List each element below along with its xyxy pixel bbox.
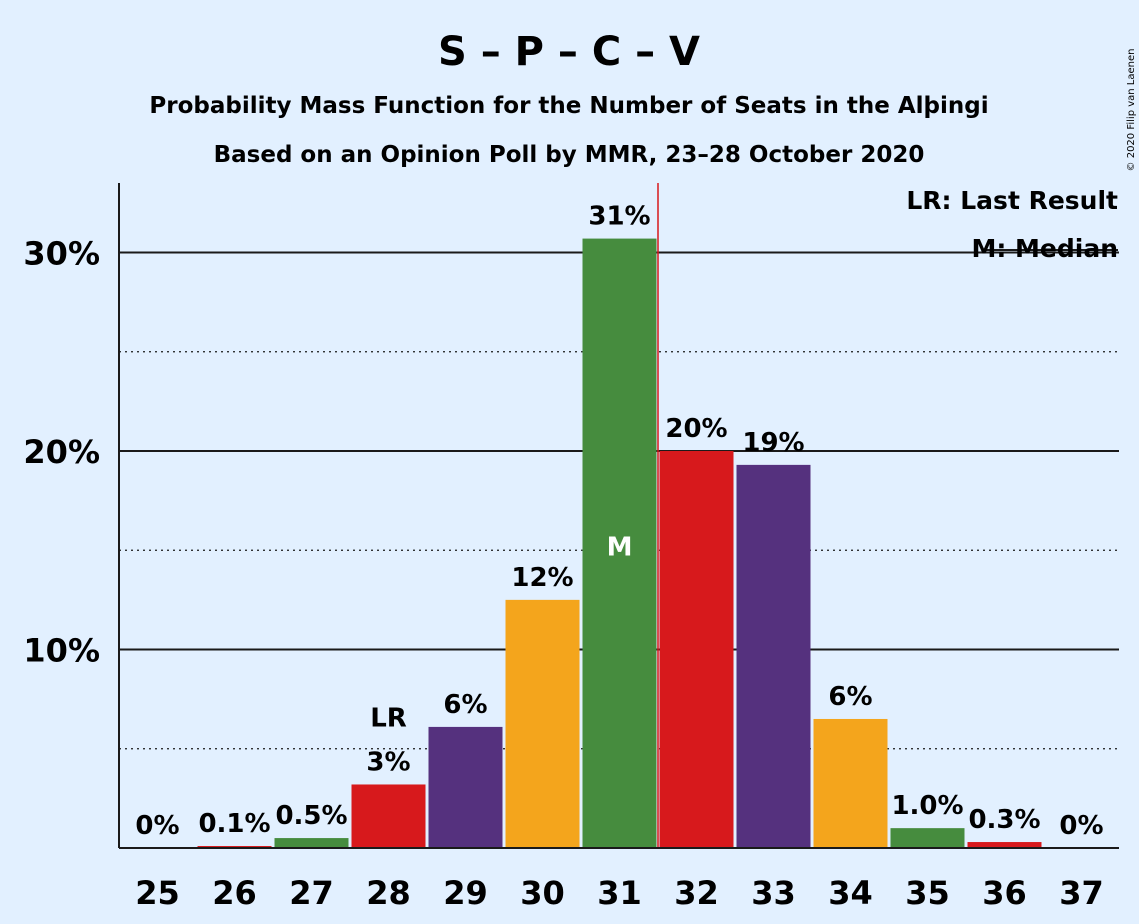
legend-median: M: Median <box>971 234 1118 263</box>
last-result-marker: LR <box>370 703 407 733</box>
data-label: 3% <box>366 747 410 777</box>
bar <box>967 842 1042 848</box>
x-tick-label: 30 <box>520 874 565 912</box>
bar <box>505 599 580 848</box>
bar <box>736 464 811 848</box>
x-tick-label: 28 <box>366 874 411 912</box>
x-tick-label: 36 <box>982 874 1027 912</box>
bar <box>274 838 349 848</box>
chart-source: Based on an Opinion Poll by MMR, 23–28 O… <box>214 142 925 168</box>
x-tick-label: 26 <box>212 874 257 912</box>
bar <box>890 828 965 848</box>
x-tick-label: 34 <box>828 874 873 912</box>
x-tick-label: 37 <box>1059 874 1104 912</box>
chart-title: S – P – C – V <box>438 29 700 75</box>
x-tick-label: 35 <box>905 874 950 912</box>
data-label: 31% <box>588 202 650 232</box>
x-tick-label: 29 <box>443 874 488 912</box>
bars <box>197 183 1042 848</box>
data-label: 6% <box>443 690 487 720</box>
legend: LR: Last Result M: Median <box>906 186 1118 263</box>
legend-last-result: LR: Last Result <box>906 186 1118 215</box>
data-label: 19% <box>742 428 804 458</box>
bar <box>351 784 426 848</box>
x-tick-label: 32 <box>674 874 719 912</box>
data-label: 0.1% <box>198 809 270 839</box>
y-tick-label: 10% <box>23 631 100 669</box>
x-tick-label: 25 <box>135 874 180 912</box>
data-label: 12% <box>511 563 573 593</box>
chart-subtitle: Probability Mass Function for the Number… <box>149 93 988 119</box>
bar <box>582 238 657 848</box>
bar <box>813 718 888 848</box>
y-tick-label: 30% <box>23 234 100 272</box>
data-label: 20% <box>665 414 727 444</box>
data-label: 1.0% <box>891 791 963 821</box>
data-label: 0.5% <box>275 801 347 831</box>
data-labels: 0% 25 0.1% 26 0.5% 27 3% 28 LR 6% 29 12% 30 31% 31 M 20%… <box>135 202 1104 912</box>
bar <box>428 726 503 848</box>
copyright-note: © 2020 Filip van Laenen <box>1126 49 1137 172</box>
data-label: 0.3% <box>968 805 1040 835</box>
data-label: 0% <box>1059 811 1103 841</box>
y-tick-label: 20% <box>23 433 100 471</box>
x-tick-label: 31 <box>597 874 642 912</box>
bar <box>659 450 734 848</box>
x-tick-label: 33 <box>751 874 796 912</box>
data-label: 6% <box>828 682 872 712</box>
data-label: 0% <box>135 811 179 841</box>
x-tick-label: 27 <box>289 874 334 912</box>
median-marker: M <box>607 532 633 562</box>
axes <box>118 183 1119 849</box>
